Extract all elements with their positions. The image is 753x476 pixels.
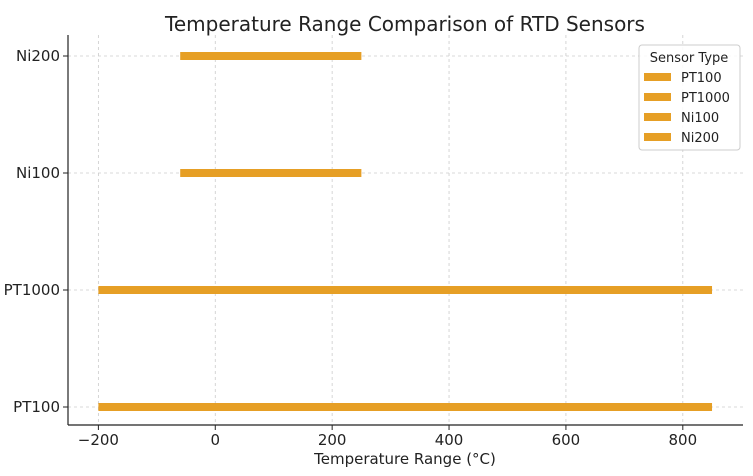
y-tick-label: PT1000 [4,281,60,299]
x-tick-label: 0 [210,431,220,449]
legend-swatch [644,93,671,101]
legend-swatch [644,73,671,81]
x-tick-label: 200 [318,431,347,449]
legend-label: PT100 [681,71,722,86]
range-bar-pt100 [98,403,713,411]
legend: Sensor Type PT100 PT1000 Ni100 Ni200 [638,44,741,151]
y-tick-label: Ni200 [16,47,60,65]
x-tick-label: 600 [552,431,581,449]
chart-title: Temperature Range Comparison of RTD Sens… [164,12,645,36]
range-bar-ni100 [180,169,362,177]
range-bar-ni200 [180,52,362,60]
legend-swatch [644,133,671,141]
legend-label: Ni200 [681,131,719,146]
x-tick-label: −200 [78,431,119,449]
x-tick-label: 400 [435,431,464,449]
y-tick-label: PT100 [13,398,60,416]
legend-label: Ni100 [681,111,719,126]
y-tick-label: Ni100 [16,164,60,182]
x-axis-label: Temperature Range (°C) [313,450,496,468]
legend-title: Sensor Type [650,51,729,66]
legend-label: PT1000 [681,91,730,106]
legend-swatch [644,113,671,121]
x-tick-label: 800 [668,431,697,449]
range-bar-pt1000 [98,286,713,294]
